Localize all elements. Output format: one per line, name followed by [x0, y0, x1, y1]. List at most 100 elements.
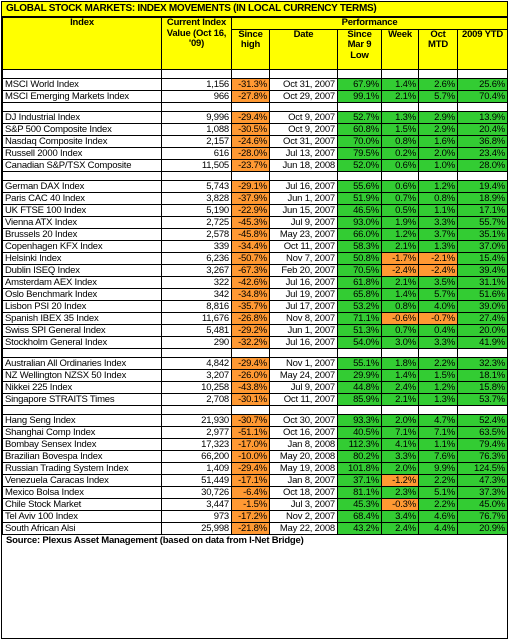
spacer-cell [337, 69, 382, 79]
ytd-change-cell: 35.1% [456, 228, 509, 241]
spacer-cell [337, 405, 382, 415]
week-change-cell: 2.0% [381, 462, 419, 475]
week-change-cell: 0.6% [381, 180, 419, 193]
oct-mtd-cell: 3.7% [418, 228, 458, 241]
table-row: Spanish IBEX 35 Index 11,676 -26.8% Nov 8, … [2, 312, 509, 325]
oct-mtd-cell: 2.2% [418, 357, 458, 370]
since-mar9-cell: 37.1% [337, 474, 382, 487]
high-date-cell: Nov 7, 2007 [269, 252, 338, 265]
since-mar9-cell: 79.5% [337, 147, 382, 160]
high-date-cell: May 22, 2008 [269, 522, 338, 535]
header-since-high: Since high [231, 28, 270, 71]
group-spacer [2, 405, 509, 415]
index-name-cell: Bombay Sensex Index [2, 438, 162, 451]
high-date-cell: Jun 18, 2008 [269, 159, 338, 172]
since-mar9-cell: 58.3% [337, 240, 382, 253]
ytd-change-cell: 70.4% [456, 90, 509, 103]
spacer-cell [418, 405, 458, 415]
week-change-cell: 0.8% [381, 300, 419, 313]
current-value-cell: 9,996 [161, 111, 232, 124]
current-value-cell: 51,449 [161, 474, 232, 487]
since-mar9-cell: 85.9% [337, 393, 382, 406]
high-date-cell: Oct 31, 2007 [269, 78, 338, 91]
index-name-cell: Russian Trading System Index [2, 462, 162, 475]
spacer-cell [456, 102, 509, 112]
ytd-change-cell: 124.5% [456, 462, 509, 475]
since-high-cell: -23.7% [231, 159, 270, 172]
ytd-change-cell: 31.1% [456, 276, 509, 289]
week-change-cell: -1.2% [381, 474, 419, 487]
current-value-cell: 2,708 [161, 393, 232, 406]
oct-mtd-cell: 5.1% [418, 486, 458, 499]
header-since-mar9: Since Mar 9 Low [337, 28, 382, 71]
index-name-cell: Stockholm General Index [2, 336, 162, 349]
spacer-cell [2, 348, 162, 358]
current-value-cell: 66,200 [161, 450, 232, 463]
group-spacer [2, 171, 509, 181]
high-date-cell: Oct 16, 2007 [269, 426, 338, 439]
index-name-cell: Nikkei 225 Index [2, 381, 162, 394]
since-high-cell: -24.6% [231, 135, 270, 148]
week-change-cell: 3.3% [381, 450, 419, 463]
oct-mtd-cell: -2.4% [418, 264, 458, 277]
current-value-cell: 3,828 [161, 192, 232, 205]
since-high-cell: -29.4% [231, 357, 270, 370]
current-value-cell: 21,930 [161, 414, 232, 427]
oct-mtd-cell: 4.0% [418, 300, 458, 313]
week-change-cell: -0.3% [381, 498, 419, 511]
high-date-cell: May 24, 2007 [269, 369, 338, 382]
since-high-cell: -43.8% [231, 381, 270, 394]
spacer-cell [231, 69, 270, 79]
index-name-cell: Paris CAC 40 Index [2, 192, 162, 205]
spacer-cell [456, 348, 509, 358]
since-mar9-cell: 60.8% [337, 123, 382, 136]
since-high-cell: -29.1% [231, 180, 270, 193]
ytd-change-cell: 20.4% [456, 123, 509, 136]
current-value-cell: 322 [161, 276, 232, 289]
table-row: Swiss SPI General Index 5,481 -29.2% Jun 1,… [2, 324, 509, 337]
week-change-cell: 2.3% [381, 486, 419, 499]
since-high-cell: -29.4% [231, 111, 270, 124]
since-high-cell: -67.3% [231, 264, 270, 277]
since-mar9-cell: 44.8% [337, 381, 382, 394]
since-mar9-cell: 66.0% [337, 228, 382, 241]
week-change-cell: 1.2% [381, 228, 419, 241]
since-high-cell: -29.2% [231, 324, 270, 337]
high-date-cell: Oct 11, 2007 [269, 240, 338, 253]
spacer-cell [231, 348, 270, 358]
current-value-cell: 5,481 [161, 324, 232, 337]
current-value-cell: 6,236 [161, 252, 232, 265]
since-high-cell: -10.0% [231, 450, 270, 463]
index-name-cell: Australian All Ordinaries Index [2, 357, 162, 370]
oct-mtd-cell: 3.3% [418, 216, 458, 229]
index-name-cell: German DAX Index [2, 180, 162, 193]
ytd-change-cell: 53.7% [456, 393, 509, 406]
table-row: Chile Stock Market 3,447 -1.5% Jul 3, 2007 4… [2, 498, 509, 511]
high-date-cell: Jul 13, 2007 [269, 147, 338, 160]
oct-mtd-cell: -0.7% [418, 312, 458, 325]
current-value-cell: 8,816 [161, 300, 232, 313]
table-row: Amsterdam AEX Index 322 -42.6% Jul 16, 2007… [2, 276, 509, 289]
since-mar9-cell: 43.2% [337, 522, 382, 535]
high-date-cell: Nov 2, 2007 [269, 510, 338, 523]
high-date-cell: Jul 19, 2007 [269, 288, 338, 301]
week-change-cell: 1.9% [381, 216, 419, 229]
table-row: UK FTSE 100 Index 5,190 -22.9% Jun 15, 2007… [2, 204, 509, 217]
since-mar9-cell: 81.1% [337, 486, 382, 499]
high-date-cell: Oct 11, 2007 [269, 393, 338, 406]
since-mar9-cell: 99.1% [337, 90, 382, 103]
week-change-cell: 0.6% [381, 159, 419, 172]
index-name-cell: Helsinki Index [2, 252, 162, 265]
index-name-cell: NZ Wellington NZSX 50 Index [2, 369, 162, 382]
table-row: Singapore STRAITS Times 2,708 -30.1% Oct 11… [2, 393, 509, 406]
oct-mtd-cell: 4.7% [418, 414, 458, 427]
ytd-change-cell: 18.9% [456, 192, 509, 205]
current-value-cell: 11,505 [161, 159, 232, 172]
since-mar9-cell: 51.3% [337, 324, 382, 337]
high-date-cell: May 23, 2007 [269, 228, 338, 241]
table-row: S&P 500 Composite Index 1,088 -30.5% Oct 9,… [2, 123, 509, 136]
since-high-cell: -35.7% [231, 300, 270, 313]
oct-mtd-cell: 1.2% [418, 381, 458, 394]
high-date-cell: Jul 9, 2007 [269, 216, 338, 229]
